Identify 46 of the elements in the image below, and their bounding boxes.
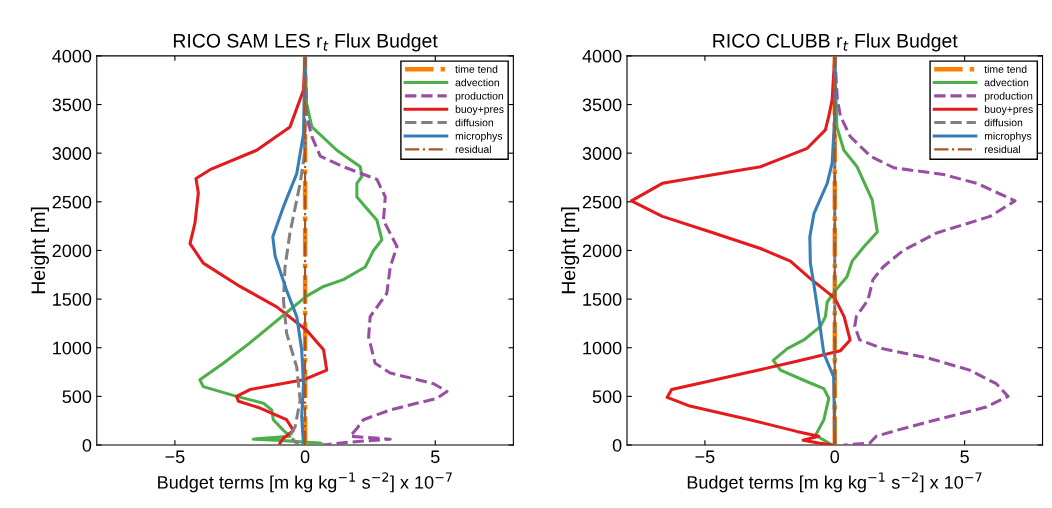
y-tick-label: 3500	[582, 98, 622, 112]
y-tick-label: 2000	[52, 244, 92, 258]
x-tick-label: 5	[430, 450, 440, 464]
y-tick-label: 0	[82, 438, 92, 452]
y-tick-label: 3000	[582, 147, 622, 160]
x-tick-label: 5	[960, 450, 969, 464]
y-tick-label: 500	[592, 390, 622, 404]
legend-label: diffusion	[455, 118, 494, 127]
y-tick-label: 1500	[583, 293, 622, 306]
y-tick-label: 4000	[52, 49, 92, 63]
y-tick-label: 500	[62, 390, 92, 404]
y-axis-title: Height [m]	[561, 207, 580, 294]
y-tick-label: 2500	[52, 195, 92, 209]
y-tick-label: 4000	[582, 49, 622, 63]
legend-label: advection	[455, 78, 499, 87]
legend-label: microphys	[455, 132, 503, 142]
legend-label: production	[455, 91, 504, 102]
x-tick-label: 0	[300, 450, 310, 464]
legend-label: production	[984, 91, 1033, 102]
y-tick-label: 3000	[52, 147, 92, 160]
y-tick-label: 2000	[582, 244, 622, 258]
legend-label: buoy+pres	[455, 105, 504, 116]
x-tick-label: −5	[695, 450, 715, 464]
x-axis-title: Budget terms [m kg kg$^{−1}$ s$^{−2}$] x 10$^{−7}$	[687, 472, 982, 493]
y-tick-label: 1000	[583, 341, 622, 355]
y-tick-label: 0	[612, 438, 622, 452]
legend-label: buoy+pres	[984, 105, 1033, 116]
legend-label: microphys	[984, 132, 1032, 142]
line-series	[271, 55, 307, 446]
legend-label: time tend	[984, 65, 1027, 73]
chart-title: RICO CLUBB r$_{t}$ Flux Budget	[713, 33, 958, 52]
y-tick-label: 1500	[53, 293, 92, 306]
x-tick-label: −5	[165, 450, 185, 464]
x-axis-title: Budget terms [m kg kg$^{−1}$ s$^{−2}$] x 10$^{−7}$	[158, 472, 452, 493]
y-tick-label: 3500	[52, 98, 92, 112]
chart-title: RICO SAM LES r$_{t}$ Flux Budget	[173, 33, 438, 52]
legend-label: time tend	[455, 65, 498, 73]
x-tick-label: 0	[830, 450, 840, 464]
legend-label: diffusion	[984, 118, 1023, 127]
line-series	[188, 55, 329, 445]
legend-label: advection	[984, 78, 1029, 87]
y-axis-title: Height [m]	[30, 207, 49, 294]
y-tick-label: 2500	[582, 195, 622, 209]
y-tick-label: 1000	[53, 341, 92, 355]
legend-label: residual	[455, 145, 491, 154]
legend-label: residual	[984, 145, 1021, 154]
